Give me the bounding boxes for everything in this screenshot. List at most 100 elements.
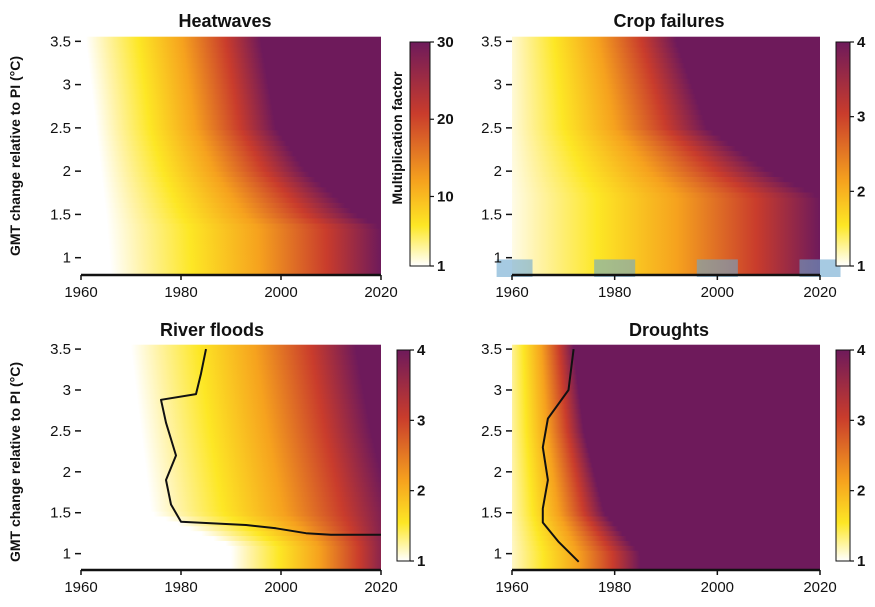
heatmap-row (81, 181, 381, 188)
heatmap-field (81, 344, 381, 571)
colorbar-tick-label: 3 (857, 109, 865, 126)
y-tick-label: 2 (494, 163, 502, 180)
heatmap-row (512, 481, 820, 488)
heatmap-row (81, 515, 381, 522)
x-tick-label: 1960 (495, 579, 528, 596)
heatmap-row (81, 176, 381, 183)
heatmap-row (512, 52, 820, 58)
x-tick-label: 2000 (264, 284, 297, 301)
heatmap-row (512, 233, 820, 240)
heatmap-row (81, 47, 381, 53)
heatmap-row (512, 171, 820, 177)
highlight-period (799, 259, 841, 277)
heatmap-row (81, 564, 381, 571)
heatmap-row (81, 535, 381, 541)
heatmap-row (512, 413, 820, 419)
heatmap-row (81, 437, 381, 444)
heatmap-row (81, 427, 381, 434)
heatmap-row (512, 530, 820, 537)
heatmap-row (81, 166, 381, 172)
x-tick-label: 1960 (64, 284, 97, 301)
heatmap-row (512, 427, 820, 434)
colorbar-tick-label: 10 (437, 188, 454, 205)
heatmap-row (512, 57, 820, 64)
heatmap-row (512, 535, 820, 541)
heatmap-row (81, 511, 381, 517)
colorbar (835, 41, 851, 267)
heatmap-row (512, 145, 820, 152)
heatmap-row (512, 181, 820, 188)
heatmap-row (512, 398, 820, 404)
heatmap-row (512, 217, 820, 224)
heatmap-row (512, 93, 820, 100)
heatmap-row (512, 374, 820, 380)
colorbar (835, 349, 851, 562)
heatmap-row (512, 564, 820, 571)
x-tick-label: 1960 (495, 284, 528, 301)
colorbar-tick-label: 30 (437, 34, 454, 51)
heatmap-row (512, 47, 820, 53)
heatmap-row (81, 349, 381, 356)
heatmap-row (81, 243, 381, 250)
x-tick-label: 1980 (164, 284, 197, 301)
heatmap-row (512, 442, 820, 449)
heatmap-row (81, 98, 381, 105)
heatmap-row (512, 140, 820, 146)
heatmap-row (81, 264, 381, 271)
heatmap-row (81, 403, 381, 409)
heatmap-row (81, 238, 381, 245)
colorbar-tick-label: 4 (857, 342, 866, 359)
panel-title: Droughts (629, 320, 709, 340)
y-tick-label: 3 (494, 77, 502, 94)
heatmap-row (512, 155, 820, 162)
heatmap-row (81, 501, 381, 507)
y-tick-label: 1 (494, 546, 502, 563)
colorbar-tick-label: 3 (417, 412, 425, 429)
heatmap-row (81, 393, 381, 400)
heatmap-row (81, 140, 381, 146)
heatmap-row (81, 160, 381, 167)
heatmap-field (512, 344, 820, 571)
heatmap-row (512, 515, 820, 522)
heatmap-row (81, 540, 381, 546)
heatmap-row (81, 374, 381, 380)
heatmap-row (81, 432, 381, 439)
x-tick-label: 1980 (598, 579, 631, 596)
heatmap-row (512, 67, 820, 74)
heatmap-row (512, 202, 820, 209)
x-tick-label: 1980 (164, 579, 197, 596)
heatmap-row (512, 222, 820, 229)
heatmap-row (512, 264, 820, 271)
heatmap-row (81, 506, 381, 512)
heatmap-row (81, 114, 381, 121)
heatmap-row (81, 212, 381, 219)
x-tick-label: 1960 (64, 579, 97, 596)
panel-heatwaves: Heatwaves GMT change relative to PI (°C)… (7, 11, 454, 301)
heatmap-row (81, 555, 381, 561)
heatmap-row (81, 364, 381, 370)
x-tick-label: 2000 (701, 579, 734, 596)
heatmap-row (512, 228, 820, 234)
x-tick-label: 2020 (364, 284, 397, 301)
y-tick-label: 1 (494, 250, 502, 267)
heatmap-row (81, 36, 381, 43)
heatmap-row (512, 437, 820, 444)
y-tick-label: 3 (63, 382, 71, 399)
heatmap-row (512, 197, 820, 203)
heatmap-row (81, 530, 381, 537)
heatmap-row (512, 254, 820, 260)
heatmap-row (81, 135, 381, 141)
heatmap-row (512, 191, 820, 198)
colorbar-tick-label: 2 (857, 183, 865, 200)
y-axis-label: GMT change relative to PI (°C) (7, 56, 23, 256)
y-tick-label: 1.5 (481, 206, 502, 223)
heatmap-row (512, 269, 820, 276)
heatmap-row (81, 124, 381, 131)
heatmap-row (81, 119, 381, 126)
heatmap-row (512, 243, 820, 250)
heatmap-row (512, 359, 820, 365)
heatmap-row (81, 388, 381, 395)
heatmap-row (512, 462, 820, 468)
heatmap-row (512, 540, 820, 546)
heatmap-row (81, 476, 381, 483)
